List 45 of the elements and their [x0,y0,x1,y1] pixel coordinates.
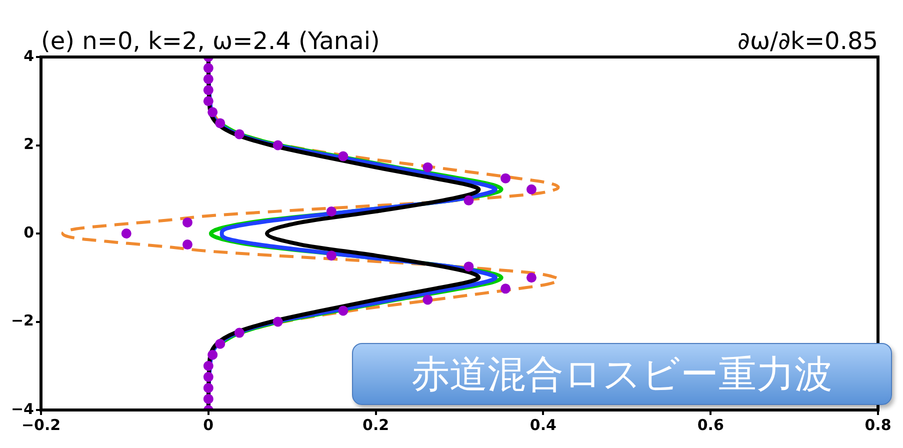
x-tick-label: 0.6 [697,416,724,434]
point [526,272,536,283]
point [500,173,511,184]
chart-subtitle: ∂ω/∂k=0.85 [738,27,878,55]
x-tick-label: 0 [203,416,214,434]
point [203,74,214,84]
point [326,206,336,216]
point [203,63,214,74]
point [422,162,433,172]
point [234,328,244,338]
x-tick-label: 0.2 [362,416,390,434]
point [272,316,283,327]
point [208,350,218,360]
point [182,217,192,228]
y-tick-label: −2 [10,312,34,330]
point [234,129,244,140]
point [422,294,433,305]
x-tick-label: 0.8 [864,416,892,434]
point [326,250,336,261]
point [203,360,214,371]
point [121,228,132,238]
point [272,140,283,150]
point [526,184,536,194]
x-tick-label: −0.2 [21,416,61,434]
point [464,195,474,206]
point [338,306,348,316]
y-tick-label: −4 [10,400,34,418]
point [203,382,214,393]
point [215,338,226,349]
point [203,85,214,96]
x-tick-label: 0.4 [530,416,556,434]
point [203,394,214,404]
y-tick-label: 0 [24,223,34,242]
point [208,107,218,118]
point [182,240,192,250]
annotation: 赤道混合ロスビー重力波 [352,343,892,405]
y-tick-label: 2 [24,135,34,154]
point [203,96,214,106]
y-tick-label: 4 [24,46,34,65]
point [338,151,348,162]
chart-title: (e) n=0, k=2, ω=2.4 (Yanai) [41,27,380,55]
point [464,262,474,272]
point [203,372,214,382]
point [215,118,226,128]
point [500,284,511,294]
